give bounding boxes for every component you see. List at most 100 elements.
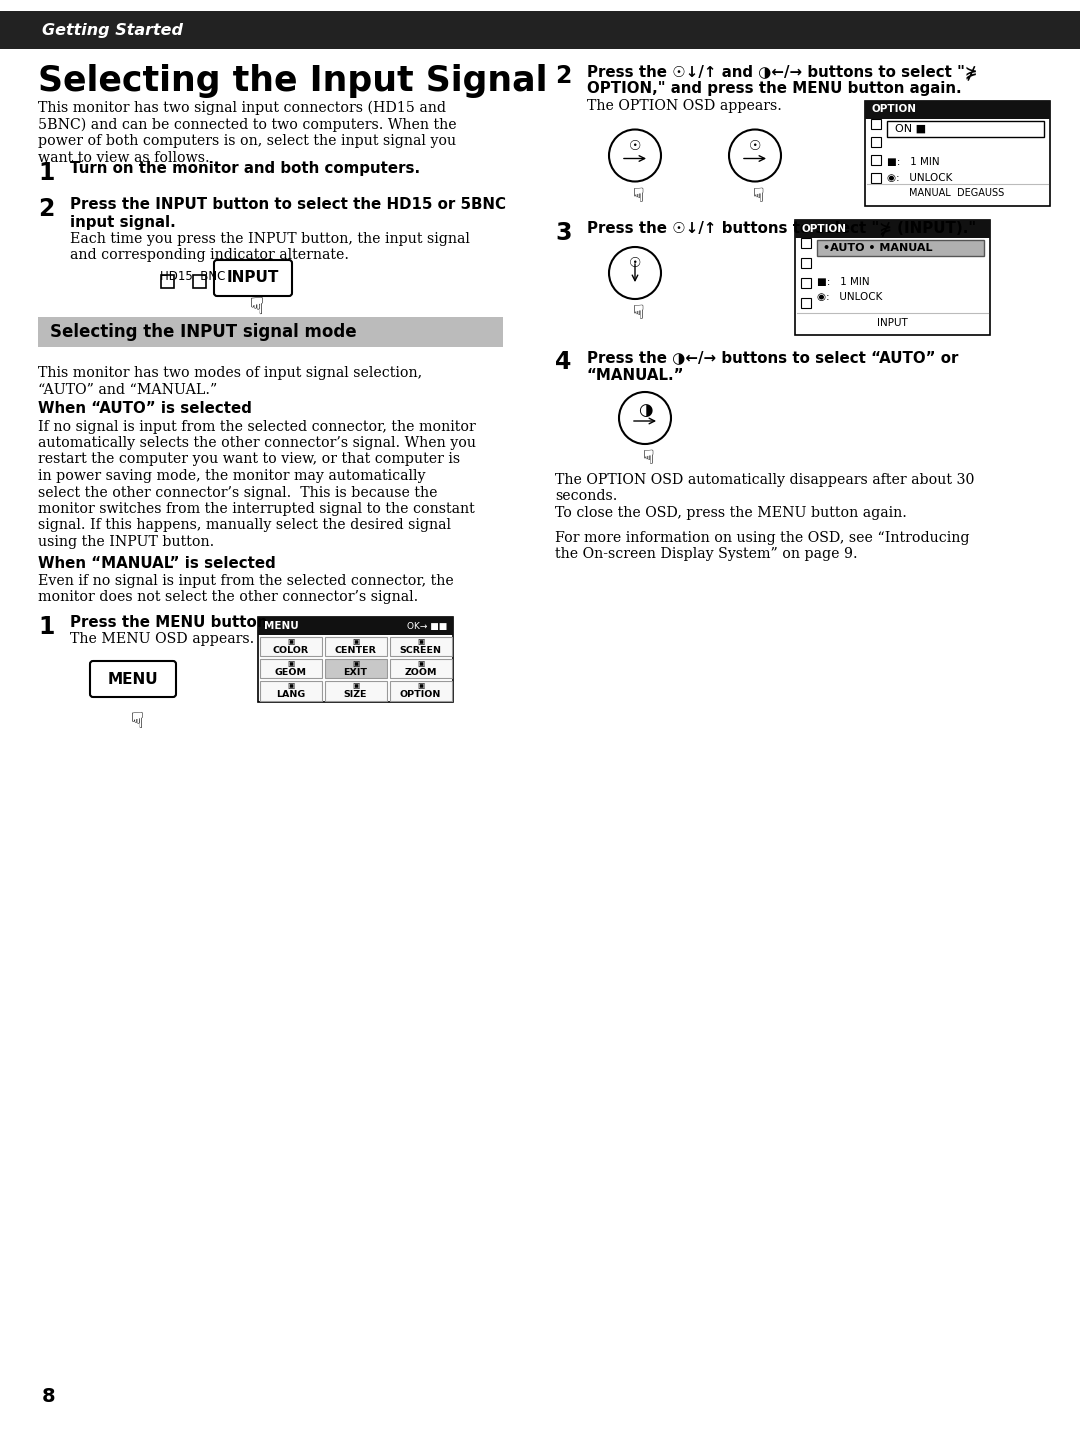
Text: “AUTO” and “MANUAL.”: “AUTO” and “MANUAL.”	[38, 383, 217, 397]
Text: When “MANUAL” is selected: When “MANUAL” is selected	[38, 555, 275, 570]
Text: LANG: LANG	[275, 691, 306, 699]
Text: ZOOM: ZOOM	[404, 668, 436, 676]
Text: want to view as follows.: want to view as follows.	[38, 151, 210, 164]
Bar	[865, 101, 1050, 118]
FancyBboxPatch shape	[214, 260, 292, 296]
Text: ■:   1 MIN: ■: 1 MIN	[887, 157, 940, 167]
Text: CENTER: CENTER	[335, 646, 377, 655]
Text: OK→ ■■: OK→ ■■	[407, 622, 447, 630]
Text: HD15  BNC: HD15 BNC	[160, 271, 226, 283]
Text: select the other connector’s signal.  This is because the: select the other connector’s signal. Thi…	[38, 485, 437, 499]
Bar	[258, 617, 453, 702]
Bar	[801, 278, 811, 288]
Bar	[324, 659, 387, 678]
Text: monitor does not select the other connector’s signal.: monitor does not select the other connec…	[38, 590, 418, 604]
Text: ◑: ◑	[638, 401, 652, 419]
Text: ▣: ▣	[352, 636, 360, 646]
Text: INPUT: INPUT	[227, 269, 280, 285]
FancyBboxPatch shape	[90, 661, 176, 696]
Bar	[390, 636, 451, 656]
Text: OPTION: OPTION	[400, 691, 442, 699]
Bar	[795, 220, 990, 237]
Text: Selecting the Input Signal: Selecting the Input Signal	[38, 63, 548, 98]
Bar	[887, 121, 1044, 137]
Text: COLOR: COLOR	[272, 646, 309, 655]
Text: 2: 2	[38, 197, 54, 222]
Bar	[161, 275, 174, 288]
Circle shape	[729, 130, 781, 181]
Bar	[193, 275, 206, 288]
Text: If no signal is input from the selected connector, the monitor: If no signal is input from the selected …	[38, 420, 476, 433]
Text: ▣: ▣	[417, 636, 424, 646]
Text: ▣: ▣	[417, 682, 424, 691]
Text: MENU: MENU	[264, 622, 299, 630]
Text: •AUTO • MANUAL: •AUTO • MANUAL	[823, 243, 932, 253]
Text: automatically selects the other connector’s signal. When you: automatically selects the other connecto…	[38, 436, 476, 450]
Text: ☞: ☞	[625, 304, 645, 321]
Bar	[390, 681, 451, 701]
Text: When “AUTO” is selected: When “AUTO” is selected	[38, 401, 252, 416]
Text: The OPTION OSD appears.: The OPTION OSD appears.	[588, 99, 782, 114]
Text: Selecting the INPUT signal mode: Selecting the INPUT signal mode	[50, 322, 356, 341]
Text: ☞: ☞	[241, 296, 265, 317]
Bar	[865, 101, 1050, 206]
Text: ▣: ▣	[352, 659, 360, 668]
Text: 1: 1	[38, 161, 54, 186]
Text: 3: 3	[555, 220, 571, 245]
Circle shape	[619, 391, 671, 445]
Text: 2: 2	[555, 63, 571, 88]
Text: The MENU OSD appears.: The MENU OSD appears.	[70, 633, 254, 646]
Text: in power saving mode, the monitor may automatically: in power saving mode, the monitor may au…	[38, 469, 426, 484]
Text: Press the INPUT button to select the HD15 or 5BNC: Press the INPUT button to select the HD1…	[70, 197, 507, 212]
Bar	[870, 137, 881, 147]
Text: Turn on the monitor and both computers.: Turn on the monitor and both computers.	[70, 161, 420, 176]
Bar	[0, 12, 1080, 49]
Text: restart the computer you want to view, or that computer is: restart the computer you want to view, o…	[38, 452, 460, 466]
Text: Even if no signal is input from the selected connector, the: Even if no signal is input from the sele…	[38, 574, 454, 589]
Text: ☞: ☞	[625, 186, 645, 203]
Text: 4: 4	[555, 350, 571, 374]
Bar	[816, 240, 984, 256]
Text: MANUAL  DEGAUSS: MANUAL DEGAUSS	[909, 189, 1004, 199]
Bar	[324, 636, 387, 656]
Text: ◉:   UNLOCK: ◉: UNLOCK	[887, 173, 953, 183]
Text: signal. If this happens, manually select the desired signal: signal. If this happens, manually select…	[38, 518, 451, 532]
Text: input signal.: input signal.	[70, 214, 176, 229]
Text: ■:   1 MIN: ■: 1 MIN	[816, 276, 869, 286]
Text: ▣: ▣	[352, 682, 360, 691]
Text: ◉:   UNLOCK: ◉: UNLOCK	[816, 292, 882, 302]
Text: power of both computers is on, select the input signal you: power of both computers is on, select th…	[38, 134, 456, 148]
Bar	[258, 617, 453, 635]
Bar	[801, 258, 811, 268]
Text: GEOM: GEOM	[274, 668, 307, 676]
Text: Each time you press the INPUT button, the input signal: Each time you press the INPUT button, th…	[70, 232, 470, 246]
Text: 1: 1	[38, 614, 54, 639]
Text: The OPTION OSD automatically disappears after about 30: The OPTION OSD automatically disappears …	[555, 473, 974, 486]
Text: the On-screen Display System” on page 9.: the On-screen Display System” on page 9.	[555, 547, 858, 561]
Text: Press the MENU button.: Press the MENU button.	[70, 614, 273, 630]
Bar	[801, 237, 811, 248]
Bar	[795, 220, 990, 335]
Text: Press the ◑←/→ buttons to select “AUTO” or: Press the ◑←/→ buttons to select “AUTO” …	[588, 350, 958, 366]
Text: “MANUAL.”: “MANUAL.”	[588, 367, 685, 383]
Text: ▣: ▣	[417, 659, 424, 668]
Text: OPTION: OPTION	[870, 105, 916, 115]
Text: 8: 8	[42, 1387, 56, 1406]
Text: EXIT: EXIT	[343, 668, 367, 676]
Bar	[259, 636, 322, 656]
Text: Press the ☉↓/↑ buttons to select "⋡ (INPUT).": Press the ☉↓/↑ buttons to select "⋡ (INP…	[588, 220, 976, 236]
Bar	[259, 681, 322, 701]
Text: To close the OSD, press the MENU button again.: To close the OSD, press the MENU button …	[555, 507, 907, 519]
Circle shape	[609, 130, 661, 181]
Text: using the INPUT button.: using the INPUT button.	[38, 535, 214, 550]
Circle shape	[609, 248, 661, 299]
Text: For more information on using the OSD, see “Introducing: For more information on using the OSD, s…	[555, 531, 970, 545]
Text: ☞: ☞	[635, 448, 654, 465]
Bar	[259, 659, 322, 678]
Text: 5BNC) and can be connected to two computers. When the: 5BNC) and can be connected to two comput…	[38, 118, 457, 132]
Bar	[870, 173, 881, 183]
Text: monitor switches from the interrupted signal to the constant: monitor switches from the interrupted si…	[38, 502, 475, 517]
Text: ☞: ☞	[745, 186, 765, 203]
Text: SIZE: SIZE	[343, 691, 367, 699]
Text: ☉: ☉	[629, 138, 642, 153]
